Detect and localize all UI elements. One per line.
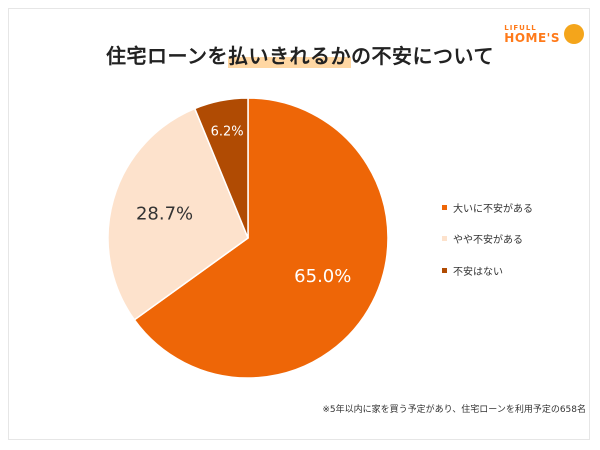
logo-mark-icon: [564, 24, 584, 44]
title-before: 住宅ローンを: [106, 44, 229, 68]
legend-label: やや不安がある: [453, 235, 523, 246]
logo-line2: HOME'S: [504, 30, 560, 45]
legend-swatch: [442, 205, 447, 210]
slice-value-label: 28.7%: [136, 204, 193, 225]
slice-value-label: 65.0%: [294, 266, 351, 287]
title-after: の不安について: [351, 44, 494, 68]
legend-item: 不安はない: [442, 263, 503, 278]
legend-item: 大いに不安がある: [442, 200, 533, 215]
title-highlight: 払いきれるか: [228, 44, 352, 68]
legend-swatch: [442, 236, 447, 241]
legend-swatch: [442, 268, 447, 273]
footnote: ※5年以内に家を買う予定があり、住宅ローンを利用予定の658名: [322, 405, 586, 415]
legend-label: 大いに不安がある: [453, 204, 533, 215]
logo-text: LIFULL HOME'S: [504, 23, 560, 45]
logo-line1: LIFULL: [504, 23, 537, 32]
pie-slice: [193, 97, 249, 239]
pie-slice: [107, 107, 249, 321]
pie-slice: [133, 97, 389, 379]
slice-value-label: 6.2%: [211, 125, 244, 140]
legend-label: 不安はない: [453, 267, 503, 278]
brand-logo: LIFULL HOME'S: [504, 24, 584, 44]
chart-title: 住宅ローンを払いきれるかの不安について: [0, 40, 600, 69]
legend-item: やや不安がある: [442, 231, 523, 246]
